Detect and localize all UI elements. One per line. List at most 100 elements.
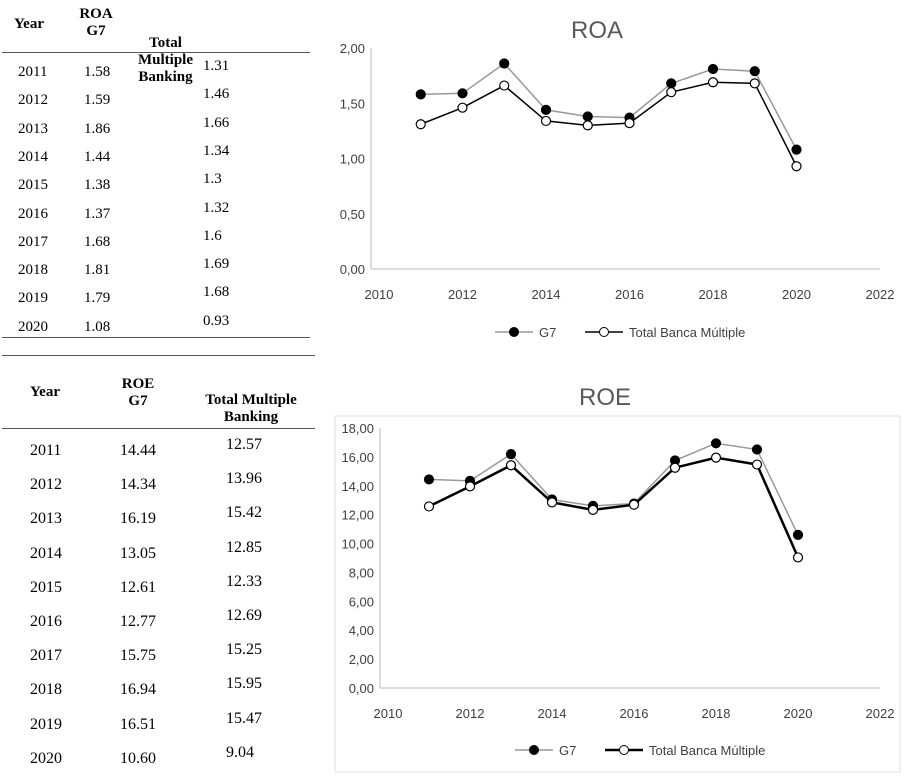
cell-total: 1.32	[203, 199, 230, 216]
data-point	[628, 499, 640, 510]
data-point	[540, 104, 552, 115]
data-point	[707, 77, 719, 88]
legend-marker	[509, 327, 519, 337]
cell-year: 2020	[18, 318, 48, 335]
chart-title: ROE	[579, 384, 631, 411]
top-rule	[2, 355, 315, 356]
data-point	[499, 80, 510, 91]
cell-total: 9.04	[226, 743, 254, 761]
legend-marker	[599, 327, 609, 337]
cell-year: 2019	[30, 715, 62, 733]
header-g7-line1: ROE	[121, 376, 155, 392]
y-tick-label: 14,00	[341, 479, 374, 494]
data-point	[587, 504, 599, 515]
cell-g7: 13.05	[120, 544, 156, 562]
cell-g7: 1.79	[84, 290, 111, 307]
cell-g7: 1.37	[84, 205, 111, 222]
cell-total: 1.68	[203, 284, 230, 301]
data-point	[749, 78, 760, 89]
y-tick-label: 0,00	[349, 681, 374, 696]
cell-year: 2013	[30, 510, 62, 528]
data-point	[710, 452, 722, 463]
cell-total: 1.3	[203, 171, 222, 188]
cell-year: 2019	[18, 290, 48, 307]
cell-total: 15.42	[226, 504, 262, 522]
chart-title: ROA	[571, 17, 623, 44]
header-total-line2: Banking	[223, 409, 279, 425]
series-line-g7	[420, 62, 798, 151]
cell-year: 2011	[30, 442, 62, 459]
cell-g7: 16.94	[120, 681, 156, 699]
chart-frame	[334, 415, 901, 773]
x-tick-label: 2010	[374, 706, 403, 721]
data-point	[792, 552, 804, 563]
header-total-line1: Total Multiple	[205, 392, 297, 408]
data-point	[749, 66, 760, 77]
header-g7-line2: G7	[128, 393, 148, 409]
y-tick-label: 2,00	[340, 41, 365, 56]
data-point	[457, 88, 468, 99]
cell-g7: 10.60	[120, 749, 156, 767]
x-tick-label: 2016	[615, 287, 644, 302]
cell-year: 2016	[18, 205, 48, 222]
x-tick-label: 2012	[456, 706, 485, 721]
cell-g7: 1.38	[84, 177, 111, 194]
header-total: Total Multiple Banking	[138, 35, 193, 85]
data-point	[505, 460, 517, 471]
y-tick-label: 8,00	[349, 565, 374, 580]
cell-g7: 1.81	[84, 262, 111, 279]
cell-g7: 12.61	[120, 578, 156, 596]
cell-g7: 1.86	[84, 120, 111, 137]
cell-year: 2017	[30, 647, 62, 665]
cell-year: 2015	[30, 578, 62, 596]
cell-total: 13.96	[226, 470, 262, 488]
cell-g7: 15.75	[120, 647, 156, 665]
cell-year: 2012	[30, 476, 62, 494]
data-point	[415, 119, 426, 130]
cell-g7: 1.58	[84, 64, 111, 80]
cell-g7: 14.34	[120, 476, 156, 494]
data-point	[669, 462, 681, 473]
cell-g7: 1.68	[84, 233, 111, 250]
cell-year: 2011	[18, 64, 48, 80]
bottom-rule	[2, 337, 310, 338]
cell-year: 2018	[18, 262, 48, 279]
y-tick-label: 1,50	[340, 96, 365, 111]
cell-total: 1.69	[203, 256, 230, 273]
cell-total: 15.47	[226, 709, 262, 727]
y-tick-label: 18,00	[341, 421, 374, 436]
data-point	[751, 459, 763, 470]
header-year: Year	[30, 384, 60, 400]
x-tick-label: 2022	[866, 706, 895, 721]
series-line-total	[428, 456, 800, 558]
header-rule	[2, 428, 315, 429]
legend-label: Total Banca Múltiple	[629, 325, 745, 340]
cell-g7: 12.77	[120, 613, 156, 630]
data-point	[464, 481, 476, 492]
data-point	[791, 161, 802, 172]
data-point	[791, 144, 802, 155]
cell-g7: 16.51	[120, 715, 156, 733]
cell-year: 2014	[30, 544, 62, 562]
data-point	[423, 474, 435, 485]
cell-total: 1.66	[203, 114, 230, 131]
cell-total: 12.69	[226, 607, 262, 624]
x-tick-label: 2022	[866, 287, 895, 302]
data-point	[457, 102, 468, 113]
data-point	[415, 89, 426, 100]
y-tick-label: 2,00	[349, 652, 374, 667]
cell-total: 1.34	[203, 142, 230, 159]
cell-year: 2018	[30, 681, 62, 699]
data-point	[499, 58, 510, 69]
data-point	[666, 78, 677, 89]
cell-total: 12.85	[226, 538, 262, 556]
header-year: Year	[14, 16, 44, 32]
x-tick-label: 2016	[620, 706, 649, 721]
cell-year: 2016	[30, 613, 62, 630]
cell-total: 1.31	[203, 58, 230, 74]
cell-total: 0.93	[203, 312, 230, 329]
legend-label: G7	[539, 325, 556, 340]
data-point	[707, 63, 719, 75]
x-tick-label: 2018	[702, 706, 731, 721]
